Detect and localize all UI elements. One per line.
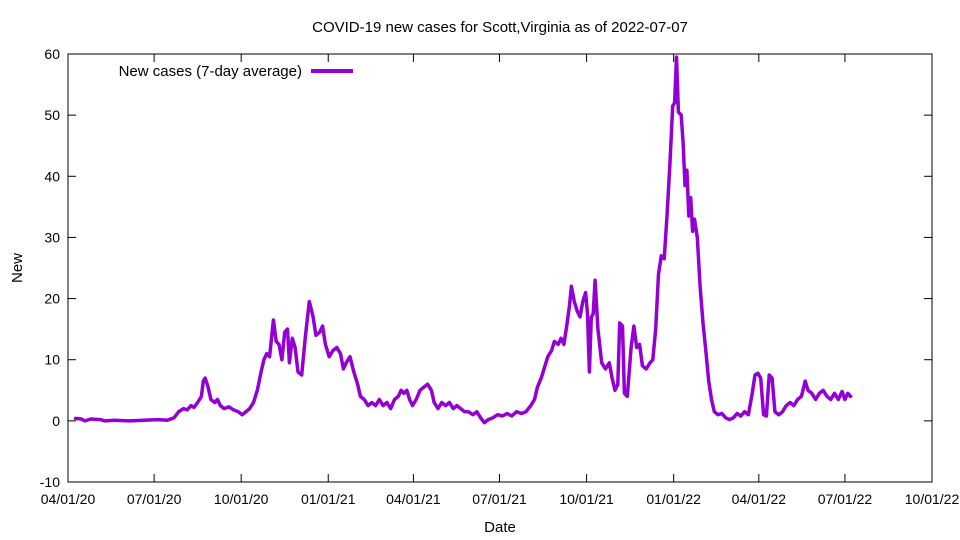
series-layer: [73, 55, 853, 425]
legend: New cases (7-day average): [119, 63, 353, 80]
x-tick-label: 07/01/22: [818, 491, 873, 507]
y-tick-label: 20: [44, 291, 60, 307]
plot-frame: [67, 53, 933, 483]
series-line: [73, 55, 853, 425]
y-tick-label: 40: [44, 168, 60, 184]
x-tick-label: 04/01/21: [386, 491, 441, 507]
x-axis-label: Date: [484, 519, 516, 536]
x-tick-label: 07/01/21: [472, 491, 527, 507]
x-tick-label: 10/01/20: [214, 491, 269, 507]
y-axis-label: New: [9, 253, 26, 283]
y-tick-label: 50: [44, 107, 60, 123]
x-tick-label: 04/01/20: [41, 491, 96, 507]
chart-title: COVID-19 new cases for Scott,Virginia as…: [312, 19, 688, 36]
y-tick-label: 30: [44, 229, 60, 245]
y-tick-label: -10: [40, 474, 60, 490]
x-tick-label: 04/01/22: [732, 491, 787, 507]
x-tick-label: 01/01/21: [301, 491, 356, 507]
x-axis: 04/01/20 07/01/20 10/01/20 01/01/21 04/01/21…: [41, 54, 960, 507]
x-tick-label: 01/01/22: [646, 491, 701, 507]
x-tick-label: 10/01/22: [905, 491, 960, 507]
x-tick-label: 10/01/21: [559, 491, 614, 507]
y-tick-label: 10: [44, 352, 60, 368]
y-tick-label: 0: [52, 413, 60, 429]
y-tick-label: 60: [44, 46, 60, 62]
x-tick-label: 07/01/20: [127, 491, 182, 507]
y-axis: -10 0 10 20 30 40 50 60: [40, 46, 932, 490]
legend-label: New cases (7-day average): [119, 63, 302, 80]
